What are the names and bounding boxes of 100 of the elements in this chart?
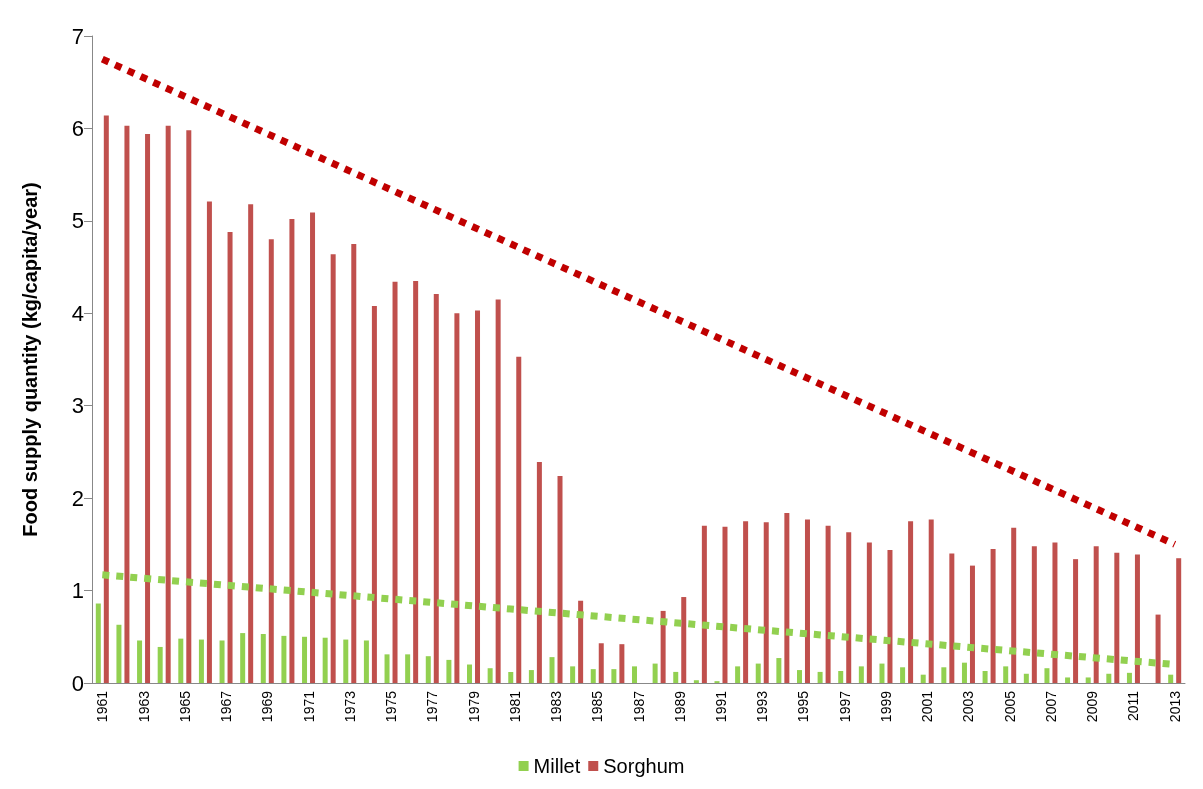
bar: [433, 293, 439, 683]
bar: [590, 669, 596, 683]
y-tick-label: 0: [71, 670, 84, 696]
bar: [846, 532, 852, 683]
bar: [570, 666, 576, 683]
bar: [508, 671, 514, 683]
bar: [755, 663, 761, 683]
bar: [858, 666, 864, 683]
bar: [701, 525, 707, 683]
bar: [969, 565, 975, 683]
bar: [124, 125, 130, 683]
bar: [673, 671, 679, 683]
bar: [887, 549, 893, 683]
bar: [178, 638, 184, 683]
bar: [351, 243, 357, 683]
x-tick-label: 1983: [548, 690, 565, 723]
legend-label: Millet: [533, 755, 581, 777]
y-tick-label: 2: [71, 485, 84, 511]
bar: [413, 280, 419, 683]
bar: [817, 671, 823, 683]
bar: [838, 670, 844, 683]
bar: [549, 657, 555, 683]
y-tick-label: 4: [71, 300, 84, 326]
bar: [528, 670, 534, 683]
bar: [1044, 668, 1050, 683]
x-tick-label: 1987: [630, 690, 647, 723]
bar: [804, 519, 810, 683]
x-tick-label: 1973: [341, 690, 358, 723]
bar: [467, 664, 473, 683]
x-tick-label: 1975: [383, 690, 400, 723]
bar: [405, 654, 411, 683]
bar: [198, 639, 204, 683]
bar: [310, 212, 316, 683]
bar: [475, 310, 481, 683]
bar: [268, 239, 274, 683]
bar: [598, 643, 604, 683]
bar: [652, 663, 658, 683]
bar: [1003, 666, 1009, 683]
bar: [536, 462, 542, 683]
bar: [961, 662, 967, 683]
bar: [879, 663, 885, 683]
bar: [1085, 677, 1091, 683]
bar: [763, 522, 769, 683]
bar: [165, 125, 171, 683]
x-tick-label: 1971: [300, 690, 317, 723]
x-tick-label: 2013: [1166, 690, 1183, 723]
bar: [1093, 546, 1099, 683]
x-tick-label: 1977: [424, 690, 441, 723]
bar: [825, 525, 831, 683]
x-tick-label: 1965: [176, 690, 193, 723]
bar: [1031, 546, 1037, 683]
x-tick-label: 1967: [218, 690, 235, 723]
bar: [1134, 554, 1140, 683]
bar: [248, 204, 254, 683]
bar: [392, 281, 398, 683]
bar: [330, 254, 336, 683]
x-tick-label: 1963: [135, 690, 152, 723]
bar: [1065, 677, 1071, 683]
bar: [735, 666, 741, 683]
bar: [363, 640, 369, 683]
bar: [941, 667, 947, 683]
bar: [322, 637, 328, 683]
bar: [619, 644, 625, 683]
bar: [186, 130, 192, 683]
bar: [145, 133, 151, 683]
bar: [900, 667, 906, 683]
x-tick-label: 2007: [1042, 690, 1059, 723]
x-tick-label: 1993: [754, 690, 771, 723]
x-tick-label: 2005: [1001, 690, 1018, 723]
bar: [784, 512, 790, 683]
x-tick-label: 1995: [795, 690, 812, 723]
bar: [1126, 672, 1132, 683]
bar: [289, 219, 295, 683]
bar: [260, 634, 266, 683]
bar: [116, 624, 122, 683]
x-tick-label: 1981: [506, 690, 523, 723]
legend-label: Sorghum: [603, 755, 685, 777]
bar: [578, 600, 584, 683]
bar: [157, 646, 163, 683]
bar: [103, 115, 109, 683]
bar: [1023, 673, 1029, 683]
bar: [95, 603, 101, 683]
bar: [1052, 542, 1058, 683]
bar: [425, 656, 431, 683]
bar: [866, 542, 872, 683]
x-tick-label: 2011: [1125, 690, 1142, 722]
bar: [487, 668, 493, 683]
x-tick-label: 1997: [836, 690, 853, 723]
x-tick-label: 2003: [960, 690, 977, 723]
bar: [1176, 558, 1182, 683]
bar: [557, 475, 563, 683]
bar: [206, 201, 212, 683]
y-tick-label: 6: [71, 115, 84, 141]
bar: [384, 654, 390, 683]
bar: [1155, 614, 1161, 683]
bar: [371, 305, 377, 683]
bar: [137, 640, 143, 683]
bar: [928, 519, 934, 683]
bar: [796, 670, 802, 683]
bar: [516, 356, 522, 683]
